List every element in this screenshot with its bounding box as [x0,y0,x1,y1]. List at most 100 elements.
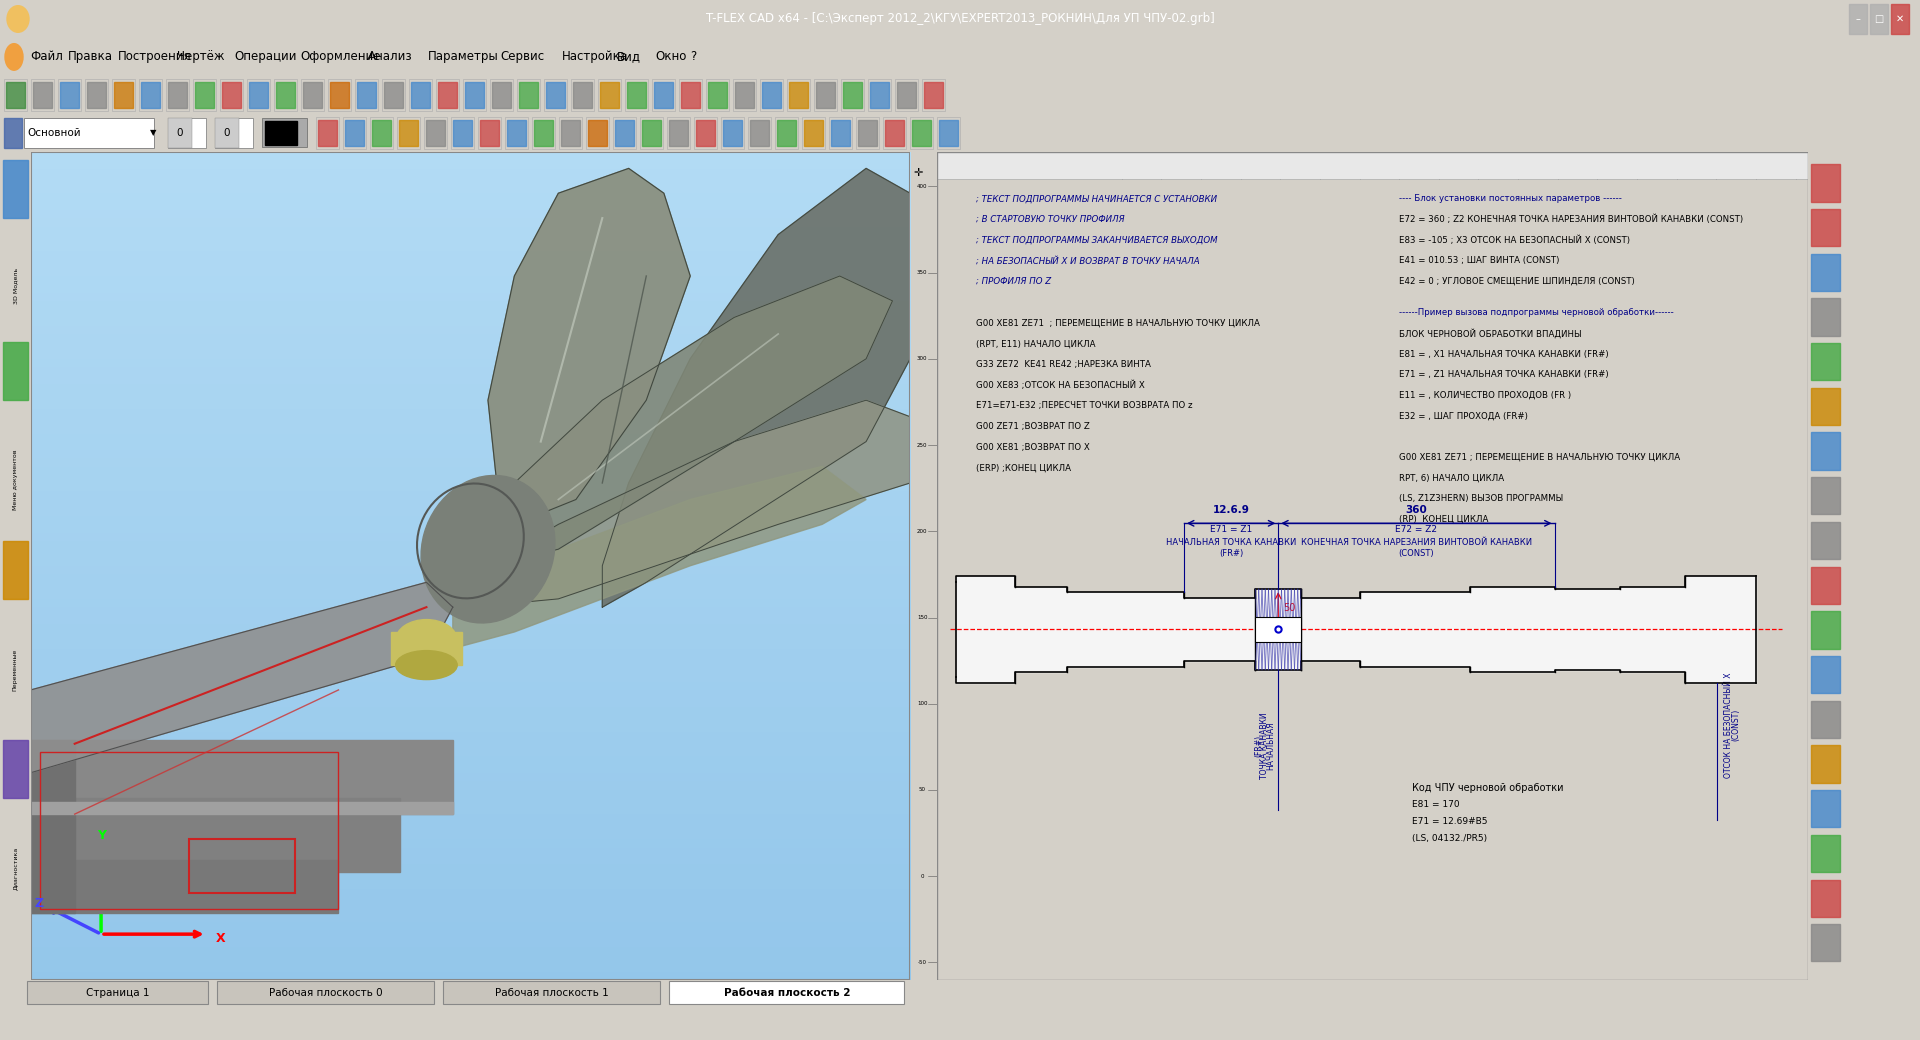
Text: 50: 50 [918,787,925,792]
Bar [749,116,772,149]
Text: |-300: |-300 [1114,166,1129,172]
Bar [31,802,453,814]
Text: |-150: |-150 [1233,166,1248,172]
Bar [505,116,528,149]
Bar [858,120,877,147]
Text: G00 ZE71 ;ВОЗВРАТ ПО Z: G00 ZE71 ;ВОЗВРАТ ПО Z [975,422,1091,431]
Text: ; В СТАРТОВУЮ ТОЧКУ ПРОФИЛЯ: ; В СТАРТОВУЮ ТОЧКУ ПРОФИЛЯ [975,215,1125,224]
Text: Диагностика: Диагностика [13,848,17,890]
Text: E71 = Z1: E71 = Z1 [1210,525,1252,535]
Text: 350: 350 [918,270,927,275]
Bar [438,81,457,108]
Text: ▼: ▼ [150,128,157,137]
Bar [344,116,367,149]
Bar [572,81,591,108]
Bar [1811,925,1841,961]
Bar [371,116,394,149]
Text: Код ЧПУ черновой обработки: Код ЧПУ черновой обработки [1411,783,1563,794]
Text: E72 = 360 ; Z2 КОНЕЧНАЯ ТОЧКА НАРЕЗАНИЯ ВИНТОВОЙ КАНАВКИ (CONST): E72 = 360 ; Z2 КОНЕЧНАЯ ТОЧКА НАРЕЗАНИЯ … [1398,215,1743,225]
Bar [708,81,728,108]
Bar [883,116,906,149]
Bar [465,81,484,108]
Bar [612,116,636,149]
Bar [829,116,852,149]
Bar [1849,4,1866,34]
Bar [1811,343,1841,381]
Bar [588,120,607,147]
Bar [1811,835,1841,873]
Text: -50: -50 [918,960,927,965]
Text: 100: 100 [918,701,927,706]
Text: 250: 250 [918,443,927,447]
Bar [355,79,378,111]
Bar [831,120,851,147]
Bar [60,81,79,108]
Text: 0: 0 [177,128,182,138]
Text: ?: ? [689,50,697,63]
Text: |150: |150 [1471,166,1486,172]
Bar [492,81,511,108]
Bar [804,120,824,147]
Bar [424,116,447,149]
Text: (LS, Z1Z3HERN) ВЫЗОВ ПРОГРАММЫ: (LS, Z1Z3HERN) ВЫЗОВ ПРОГРАММЫ [1398,494,1563,503]
Text: ОТСОК НА БЕЗОПАСНЫЙ Х: ОТСОК НА БЕЗОПАСНЫЙ Х [1724,672,1732,778]
Bar [31,739,75,913]
Text: 0: 0 [920,874,924,879]
Text: E71=E71-E32 ;ПЕРЕСЧЕТ ТОЧКИ ВОЗВРАТА ПО z: E71=E71-E32 ;ПЕРЕСЧЕТ ТОЧКИ ВОЗВРАТА ПО … [975,401,1192,410]
Bar [776,116,799,149]
Text: 400: 400 [918,184,927,189]
Bar [1811,567,1841,604]
Text: G00 XE81 ZE71 ; ПЕРЕМЕЩЕНИЕ В НАЧАЛЬНУЮ ТОЧКУ ЦИКЛА: G00 XE81 ZE71 ; ПЕРЕМЕЩЕНИЕ В НАЧАЛЬНУЮ … [1398,453,1680,462]
Ellipse shape [396,620,457,661]
Text: Z: Z [35,896,44,910]
Polygon shape [470,400,910,607]
Bar [84,79,108,111]
Bar [451,116,474,149]
Text: Окно: Окно [655,50,685,63]
Bar [196,81,213,108]
Bar [27,981,207,1005]
Bar [532,116,555,149]
Text: |450: |450 [1709,166,1724,172]
Bar [382,79,405,111]
Bar [507,120,526,147]
Text: Z: Z [1283,635,1290,645]
Bar [215,118,238,148]
Ellipse shape [6,44,23,71]
Text: ---- Блок установки постоянных параметров ------: ---- Блок установки постоянных параметро… [1398,194,1620,203]
Text: Анализ: Анализ [369,50,413,63]
Text: (CONST): (CONST) [1732,709,1740,742]
Bar [778,120,797,147]
Bar [31,739,453,814]
Bar [682,81,701,108]
Bar [1811,656,1841,694]
Bar [733,79,756,111]
Bar [937,152,1809,180]
Bar [910,116,933,149]
Bar [265,121,298,145]
Bar [561,120,580,147]
Text: ТОЧКА КАНАВКИ: ТОЧКА КАНАВКИ [1260,712,1269,780]
Bar [392,632,461,666]
Bar [169,118,192,148]
Bar [787,79,810,111]
Bar [670,981,904,1005]
Text: КОНЕЧНАЯ ТОЧКА НАРЕЗАНИЯ ВИНТОВОЙ КАНАВКИ: КОНЕЧНАЯ ТОЧКА НАРЕЗАНИЯ ВИНТОВОЙ КАНАВК… [1302,538,1532,547]
Text: |0: |0 [1357,166,1363,172]
Polygon shape [956,576,1757,682]
Bar [639,116,662,149]
Text: |100: |100 [1432,166,1446,172]
Bar [411,81,430,108]
Bar [169,118,205,148]
Text: Сервис: Сервис [499,50,543,63]
Ellipse shape [396,651,457,679]
Text: Страница 1: Страница 1 [86,988,150,997]
Bar [317,116,340,149]
Bar [4,79,27,111]
Bar [463,79,486,111]
Text: E81 = 170: E81 = 170 [1411,801,1459,809]
Bar [628,81,645,108]
Text: Y: Y [96,829,106,842]
Text: Рабочая плоскость 0: Рабочая плоскость 0 [269,988,382,997]
Bar [1811,746,1841,783]
